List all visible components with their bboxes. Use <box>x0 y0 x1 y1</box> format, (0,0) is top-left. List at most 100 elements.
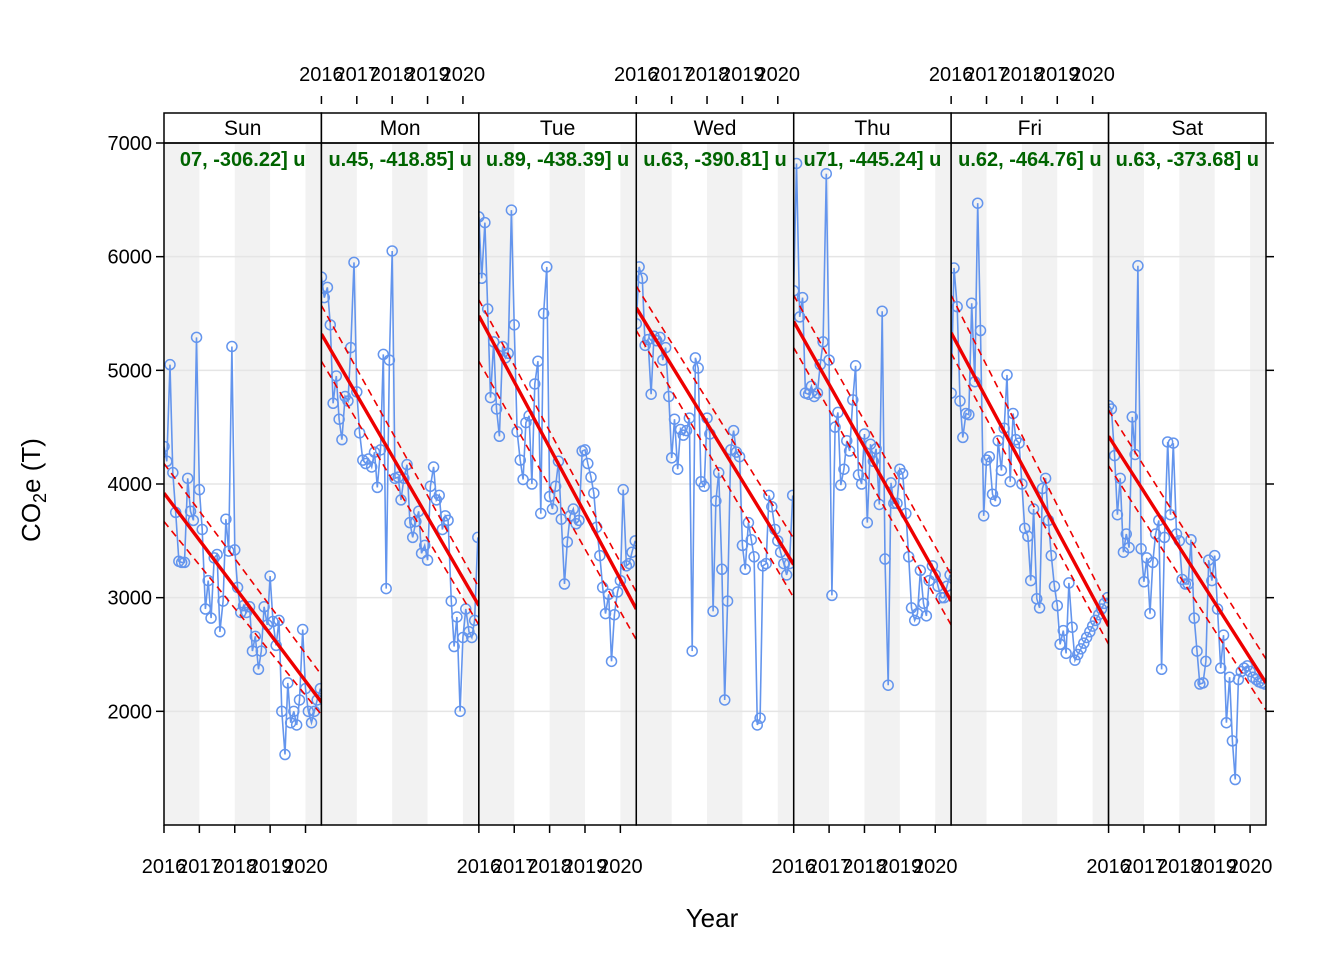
panel-plot-area: 07, -306.22] u <box>164 149 322 761</box>
data-point <box>374 444 387 456</box>
data-point <box>712 466 725 479</box>
data-point <box>1051 599 1064 612</box>
data-point <box>240 606 253 619</box>
data-point <box>905 602 918 614</box>
y-tick-label: 7000 <box>108 133 153 155</box>
data-point <box>282 677 294 689</box>
data-point <box>404 516 416 529</box>
data-point <box>178 556 191 569</box>
data-point <box>882 679 894 691</box>
data-point <box>1220 716 1233 729</box>
data-point <box>742 516 755 529</box>
panel-plot-area: u.63, -390.81] u <box>636 149 794 731</box>
data-point <box>908 614 921 627</box>
panel-plot-area: u.63, -373.68] u <box>1108 149 1266 786</box>
data-point <box>445 595 458 607</box>
ci-upper-line <box>793 294 952 576</box>
data-point <box>520 416 532 429</box>
data-point <box>205 612 217 624</box>
data-point <box>279 748 291 761</box>
data-point <box>479 216 491 229</box>
data-point <box>267 615 279 628</box>
data-point <box>582 457 594 470</box>
data-point <box>410 515 422 528</box>
x-tick-label: 2016 <box>771 856 816 878</box>
data-point <box>841 435 853 447</box>
data-point <box>914 564 927 577</box>
data-point <box>541 261 553 273</box>
data-point <box>639 339 651 352</box>
data-point <box>264 570 276 582</box>
data-point <box>249 630 262 643</box>
strip-label: Tue <box>540 117 575 140</box>
x-tick-label: 2018 <box>1000 64 1045 86</box>
fit-line <box>793 320 952 602</box>
data-point <box>327 397 339 410</box>
data-point <box>763 489 775 502</box>
data-point <box>780 569 793 581</box>
data-point <box>243 601 256 613</box>
data-point <box>686 645 698 657</box>
strip-label: Sun <box>224 117 261 140</box>
data-point <box>1241 660 1254 672</box>
axes-layer: 2016201720182019202020162017201820192020… <box>108 64 1274 878</box>
data-point <box>1167 437 1180 449</box>
data-point <box>1191 645 1203 657</box>
data-point <box>181 472 194 485</box>
strip-label: Mon <box>380 117 421 140</box>
fit-annotation: 07, -306.22] u <box>180 149 306 171</box>
data-point <box>1101 591 1109 604</box>
data-point <box>468 614 479 627</box>
data-point <box>353 427 366 439</box>
data-point <box>296 623 309 636</box>
data-point <box>718 694 731 706</box>
data-point <box>636 261 645 273</box>
x-tick-label: 2020 <box>756 64 801 86</box>
data-point <box>481 303 494 315</box>
panel-thu: u71, -445.24] u Thu <box>792 112 952 826</box>
data-point <box>543 490 556 503</box>
data-point <box>330 370 343 382</box>
data-point <box>1108 399 1115 412</box>
x-tick-label: 2017 <box>964 64 1009 86</box>
data-point <box>1010 433 1022 446</box>
data-point <box>1120 528 1133 540</box>
strip-header <box>635 112 795 144</box>
data-point <box>336 433 348 446</box>
data-point <box>989 495 1002 507</box>
data-point <box>1226 735 1239 747</box>
x-tick-label: 2019 <box>563 856 608 878</box>
data-point <box>1013 437 1025 449</box>
data-point <box>293 694 306 706</box>
data-point <box>668 413 681 425</box>
data-point <box>954 395 966 407</box>
data-point <box>826 589 838 602</box>
data-point <box>920 610 933 622</box>
data-point <box>1024 574 1037 587</box>
data-point <box>1132 260 1144 272</box>
x-tick-label: 2020 <box>1228 856 1273 878</box>
data-point <box>517 473 529 486</box>
data-point <box>876 305 888 317</box>
data-point <box>748 550 760 563</box>
data-point <box>1138 576 1150 588</box>
data-point <box>321 271 328 283</box>
y-tick-label: 6000 <box>108 247 153 269</box>
data-point <box>454 705 466 718</box>
data-point <box>514 454 526 466</box>
data-point <box>1069 654 1081 666</box>
data-point <box>796 291 809 304</box>
fit-line <box>636 306 794 566</box>
data-point <box>436 523 449 536</box>
data-point <box>760 557 772 570</box>
x-tick-label: 2019 <box>1035 64 1080 86</box>
series-line <box>1108 265 1266 780</box>
data-point <box>424 480 437 493</box>
x-tick-label: 2019 <box>248 856 293 878</box>
x-tick-label: 2018 <box>842 856 887 878</box>
ci-lower-line <box>321 360 479 626</box>
data-point <box>273 614 285 627</box>
data-point <box>199 603 212 615</box>
data-point <box>951 387 957 399</box>
